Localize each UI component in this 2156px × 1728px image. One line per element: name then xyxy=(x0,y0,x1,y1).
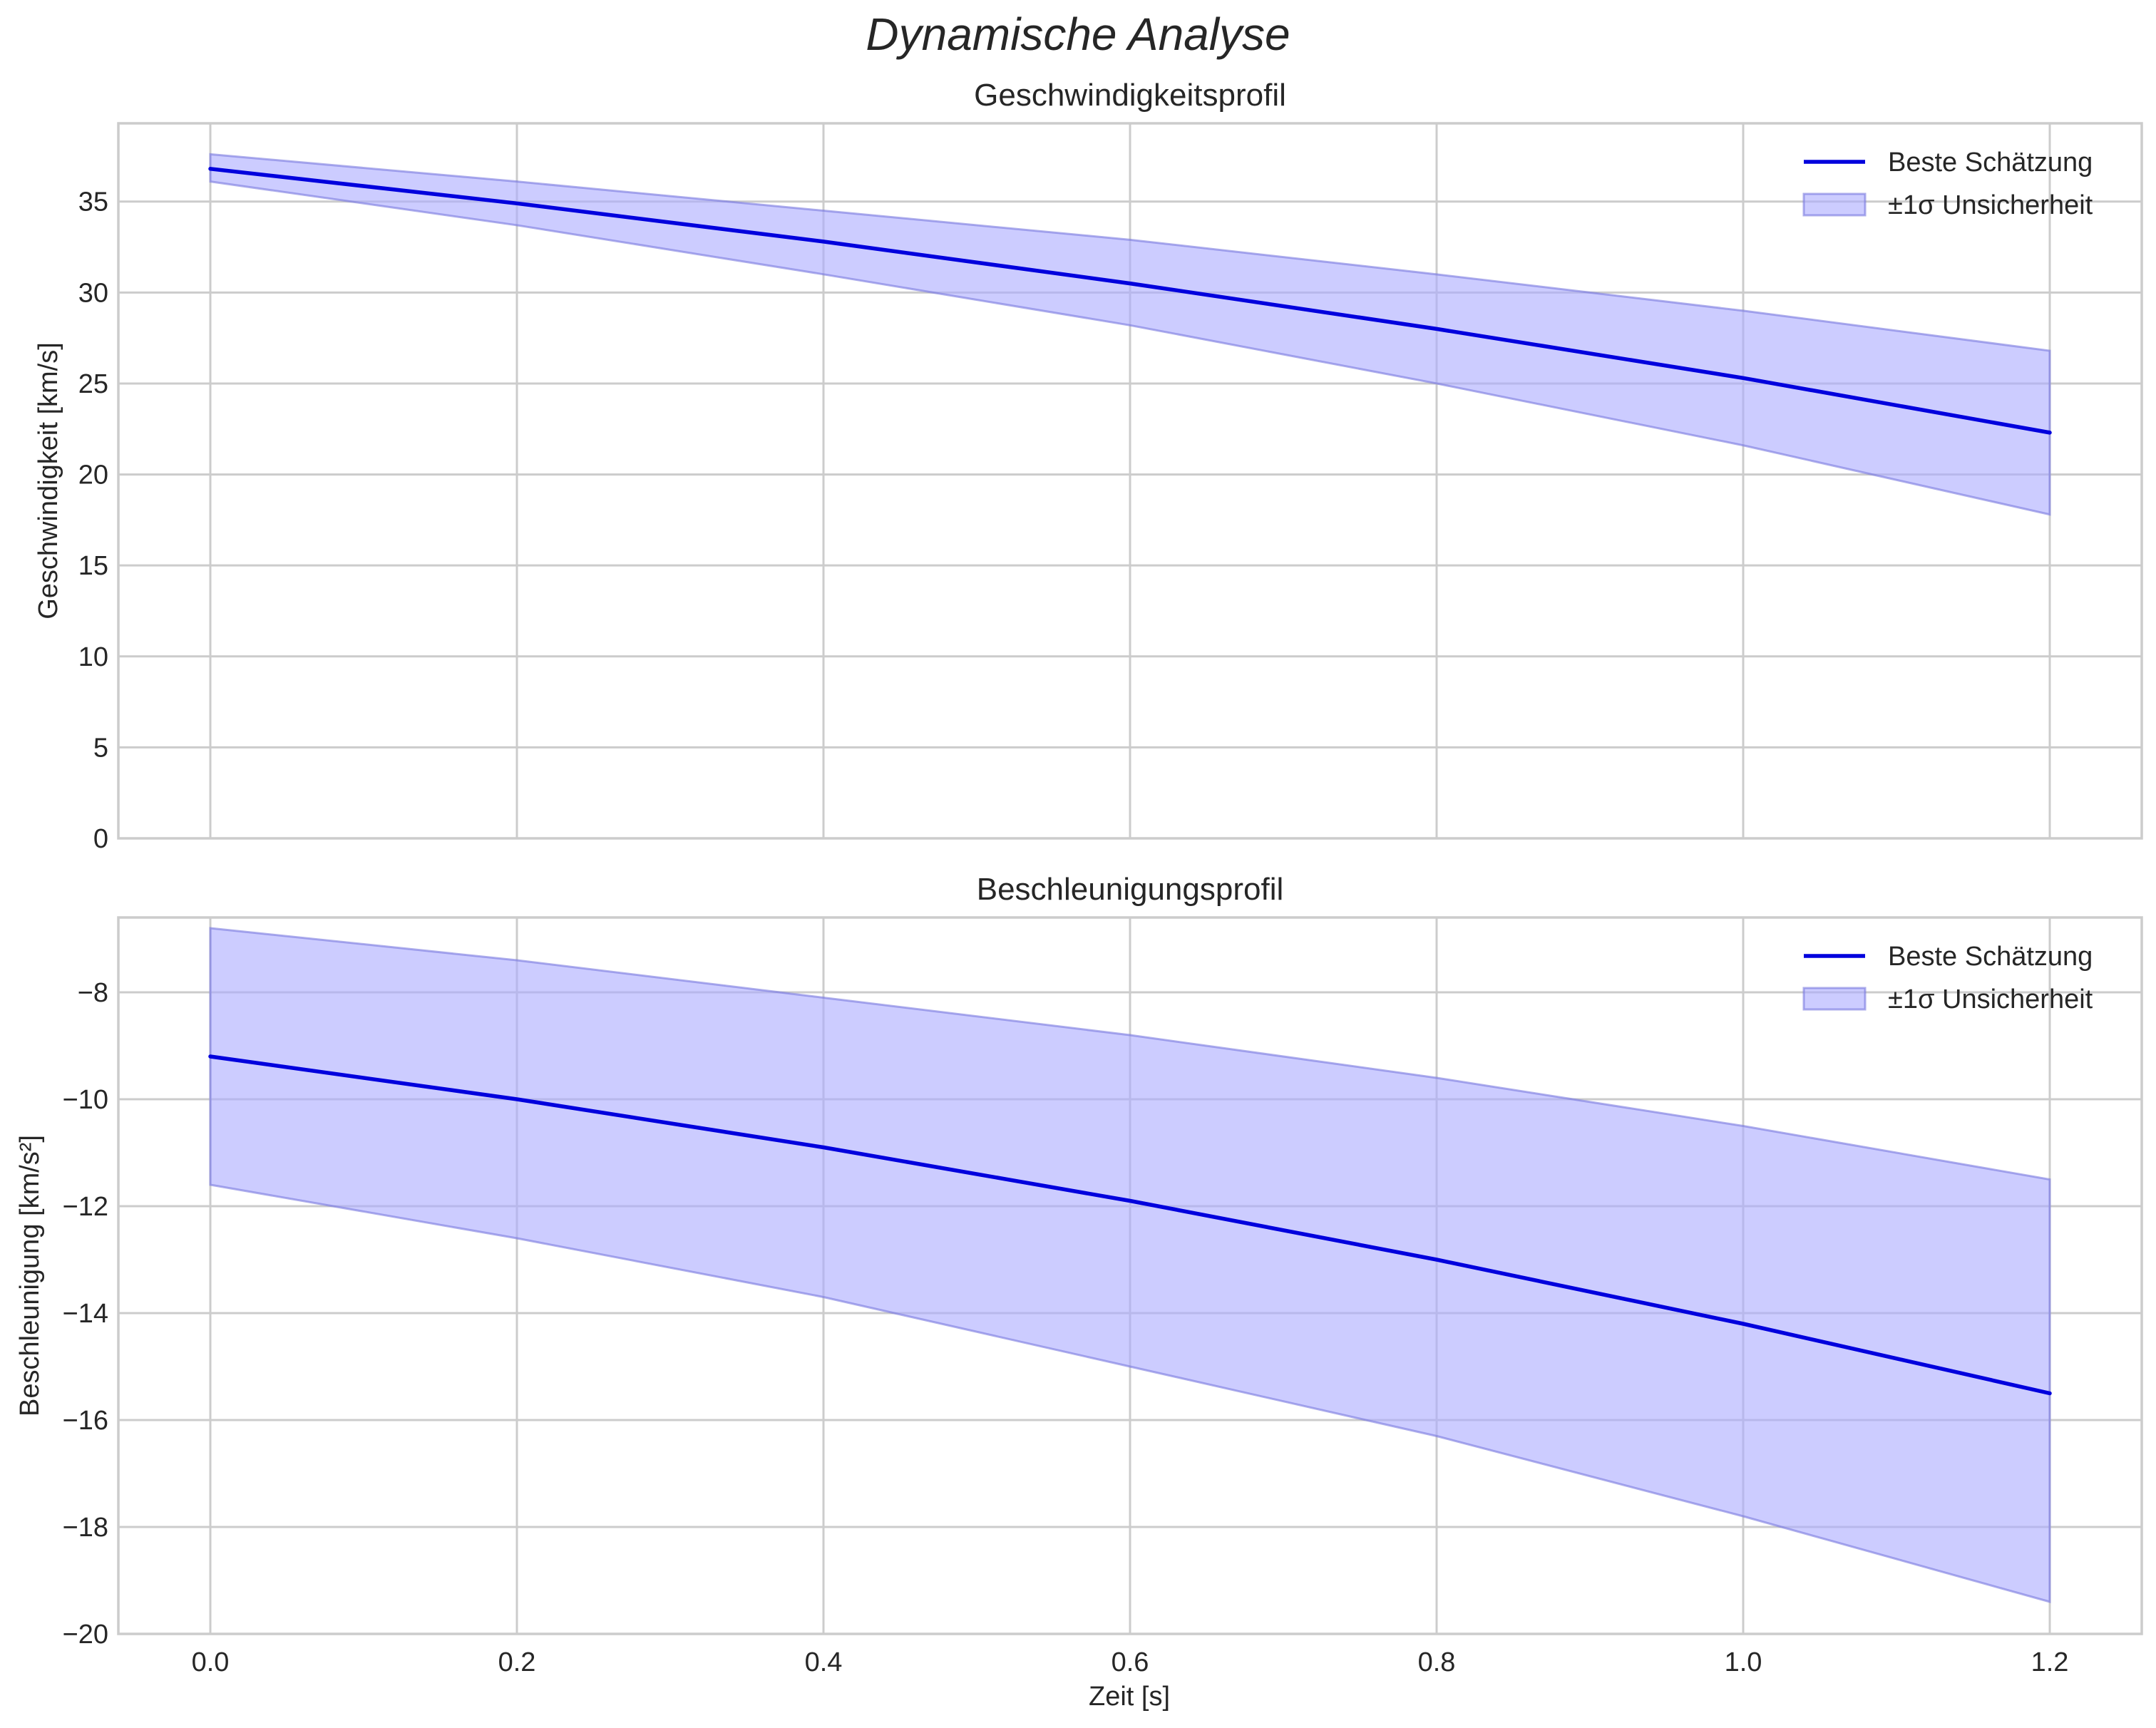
velocity-y-tick-label: 30 xyxy=(78,278,108,308)
acceleration-y-tick-label: −12 xyxy=(63,1192,108,1222)
acceleration-y-axis-label: Beschleunigung [km/s²] xyxy=(15,1135,45,1416)
acceleration-y-tick-label: −18 xyxy=(63,1513,108,1543)
figure-title: Dynamische Analyse xyxy=(866,9,1290,60)
acceleration-axes-frame xyxy=(117,916,2143,1635)
acceleration-x-tick-label: 0.2 xyxy=(498,1647,536,1677)
acceleration-y-tick-label: −20 xyxy=(63,1620,108,1650)
velocity-legend-band-label: ±1σ Unsicherheit xyxy=(1888,190,2093,220)
velocity-y-tick-label: 10 xyxy=(78,642,108,672)
acceleration-x-tick-label: 0.0 xyxy=(192,1647,230,1677)
acceleration-x-tick-label: 0.4 xyxy=(805,1647,843,1677)
velocity-uncertainty-band xyxy=(209,153,2051,516)
velocity-y-tick-label: 35 xyxy=(78,187,108,217)
acceleration-legend-band-swatch xyxy=(1802,987,1867,1011)
velocity-y-axis-label: Geschwindigkeit [km/s] xyxy=(34,342,63,619)
acceleration-x-tick-label: 1.2 xyxy=(2031,1647,2069,1677)
velocity-legend: Beste Schätzung ±1σ Unsicherheit xyxy=(1802,148,2093,220)
acceleration-uncertainty-band xyxy=(209,927,2051,1603)
velocity-panel: Geschwindigkeitsprofil 0 5 10 15 20 25 30 35 Gesc… xyxy=(34,78,2143,854)
acceleration-y-tick-label: −10 xyxy=(63,1085,108,1115)
velocity-y-tick-label: 0 xyxy=(93,824,108,854)
velocity-legend-line-label: Beste Schätzung xyxy=(1888,148,2093,178)
acceleration-x-tick-label: 1.0 xyxy=(1725,1647,1762,1677)
velocity-y-tick-label: 15 xyxy=(78,551,108,581)
velocity-title: Geschwindigkeitsprofil xyxy=(974,78,1286,113)
velocity-y-tick-label: 20 xyxy=(78,461,108,490)
acceleration-legend-band-label: ±1σ Unsicherheit xyxy=(1888,984,2093,1014)
velocity-y-tick-label: 5 xyxy=(93,733,108,763)
velocity-legend-band-swatch xyxy=(1802,192,1867,217)
velocity-y-tick-label: 25 xyxy=(78,369,108,399)
acceleration-y-tick-label: −16 xyxy=(63,1406,108,1436)
velocity-axes-frame xyxy=(117,122,2143,840)
acceleration-panel: Beschleunigungsprofil −8 −10 −12 −14 −16 −18 −2… xyxy=(15,872,2143,1677)
acceleration-y-tick-label: −8 xyxy=(78,978,108,1008)
acceleration-y-tick-label: −14 xyxy=(63,1299,108,1329)
acceleration-legend-line-label: Beste Schätzung xyxy=(1888,942,2093,972)
acceleration-x-tick-label: 0.6 xyxy=(1112,1647,1149,1677)
acceleration-x-tick-label: 0.8 xyxy=(1418,1647,1456,1677)
x-axis-label: Zeit [s] xyxy=(1089,1682,1170,1712)
acceleration-title: Beschleunigungsprofil xyxy=(977,872,1284,907)
acceleration-legend: Beste Schätzung ±1σ Unsicherheit xyxy=(1802,942,2093,1014)
